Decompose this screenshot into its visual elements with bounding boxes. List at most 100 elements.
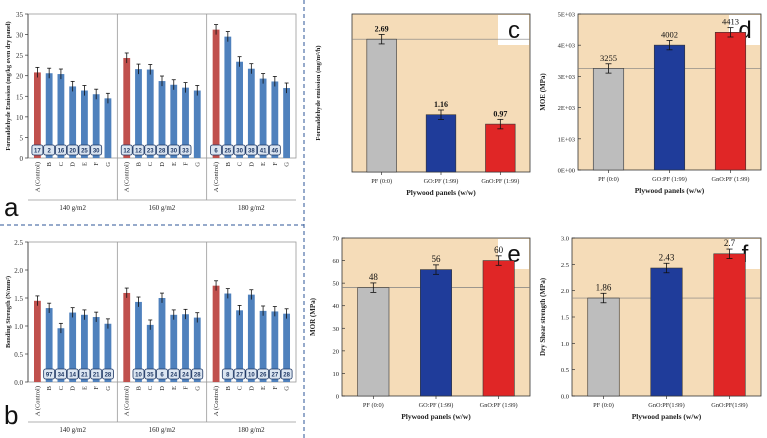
percentage-badge: [55, 144, 67, 156]
percentage-badge-label: 2: [47, 149, 51, 155]
data-label: 2.43: [659, 252, 675, 262]
percentage-badge: [179, 144, 192, 156]
percentage-badge-label: 23: [147, 149, 154, 155]
x-category-label: D: [248, 386, 255, 391]
x-tick-label: GnO:PF(1:99): [648, 402, 684, 409]
data-label: 48: [369, 272, 379, 282]
x-category-label: G: [105, 386, 112, 391]
bar-1: [420, 269, 452, 397]
bar-160gm2-4: [170, 84, 178, 158]
percentage-badge: [156, 368, 168, 380]
percentage-badge: [167, 368, 180, 380]
y-tick-label: 2.5: [561, 262, 569, 269]
bar-140gm2-1: [45, 308, 53, 382]
percentage-badge: [257, 144, 269, 156]
x-category-label: B: [46, 161, 53, 166]
y-tick-label: 0.0: [561, 394, 569, 401]
bar-160gm2-5: [182, 314, 189, 382]
percentage-badge: [221, 144, 234, 156]
y-tick-label: 1E+03: [558, 136, 575, 143]
group-label: 160 g/m2: [149, 426, 176, 434]
bar-180gm2-1: [224, 293, 232, 382]
bar-140gm2-6: [104, 323, 112, 382]
y-tick-label: 20: [16, 73, 24, 81]
y-tick-label: 3E+03: [558, 74, 575, 81]
x-category-label: A (Control): [124, 162, 131, 192]
data-label: 3255: [600, 53, 617, 63]
percentage-badge: [90, 144, 103, 156]
bar-160gm2-1: [135, 301, 142, 382]
x-tick-label: GO:PF (1:99): [652, 176, 687, 183]
x-tick-label: PF (0:0): [598, 176, 619, 183]
y-tick-label: 5E+03: [558, 12, 575, 19]
bar-160gm2-0: [123, 292, 131, 382]
y-axis-title: Bonding Strength (N/mm²): [5, 276, 12, 348]
panel-letter: c: [508, 17, 520, 44]
data-label: 56: [432, 254, 442, 264]
x-category-label: F: [272, 162, 279, 166]
percentage-badge-label: 28: [105, 373, 112, 379]
percentage-badge: [120, 144, 133, 156]
x-category-label: C: [58, 386, 65, 390]
percentage-badge: [257, 368, 269, 380]
percentage-badge: [78, 368, 91, 380]
percentage-badge: [90, 368, 103, 380]
bar-180gm2-0: [212, 29, 220, 159]
percentage-badge-label: 27: [236, 373, 243, 379]
group-label: 180 g/m2: [238, 426, 265, 434]
x-category-label: D: [159, 162, 166, 167]
bar-140gm2-5: [92, 317, 100, 382]
y-tick-label: 0.0: [14, 379, 23, 387]
x-category-label: C: [147, 386, 154, 390]
bar-180gm2-2: [236, 310, 243, 382]
chart-c-formaldehyde-mgm2h: c Formaldehyde emission (mg/m²/h) 2.69 PF (…: [315, 13, 531, 197]
percentage-badge-label: 12: [123, 149, 130, 155]
percentage-badge-label: 97: [46, 373, 53, 379]
percentage-badge-label: 20: [69, 149, 76, 155]
bar-1: [425, 114, 457, 173]
x-category-label: C: [237, 386, 244, 390]
y-axis-title: Dry Shear strength (MPa): [539, 277, 547, 356]
bar-1: [653, 44, 686, 171]
x-tick-label: GnO:PF (1:99): [480, 402, 518, 409]
bar-140gm2-4: [81, 314, 88, 382]
percentage-badge: [233, 368, 246, 380]
x-tick-label: PF (0:0): [363, 402, 384, 409]
percentage-badge: [210, 144, 222, 156]
percentage-badge-label: 6: [214, 149, 218, 155]
x-category-label: G: [194, 162, 201, 167]
x-category-label: E: [81, 386, 88, 390]
percentage-badge-label: 38: [248, 149, 255, 155]
y-tick-label: 0: [336, 394, 339, 401]
percentage-badge: [268, 368, 281, 380]
x-category-label: A (Control): [124, 386, 131, 416]
panel-letter: b: [4, 400, 18, 430]
percentage-badge: [132, 368, 145, 380]
percentage-badge: [191, 368, 204, 380]
x-category-label: E: [260, 386, 267, 390]
x-category-label: D: [70, 386, 77, 391]
y-tick-label: 2.0: [14, 267, 23, 275]
y-tick-label: 10: [333, 371, 340, 378]
bar-2: [714, 32, 747, 171]
percentage-badge: [144, 144, 157, 156]
bar-140gm2-3: [69, 312, 77, 382]
percentage-badge-label: 28: [159, 149, 166, 155]
x-axis-title: Plywood panels (w/w): [635, 186, 705, 195]
y-tick-label: 1.0: [561, 341, 569, 348]
x-axis-title: Plywood panels (w/w): [401, 412, 471, 421]
data-label: 4413: [722, 17, 739, 27]
bar-0: [366, 38, 397, 173]
y-tick-label: 0E+00: [558, 168, 575, 175]
x-category-label: F: [183, 162, 190, 166]
y-tick-label: 15: [16, 93, 24, 101]
group-label: 160 g/m2: [149, 204, 176, 212]
percentage-badge: [167, 144, 180, 156]
x-axis-title: Plywood panels (w/w): [406, 188, 476, 197]
y-tick-label: 50: [333, 281, 340, 288]
bar-160gm2-2: [146, 69, 154, 158]
x-tick-label: GO:PF (1:99): [419, 402, 454, 409]
percentage-badge: [31, 144, 44, 156]
percentage-badge-label: 25: [81, 149, 88, 155]
